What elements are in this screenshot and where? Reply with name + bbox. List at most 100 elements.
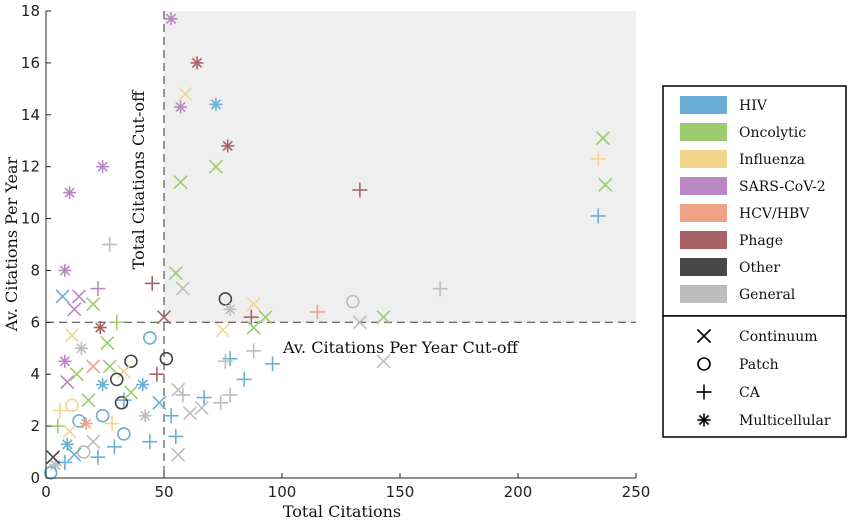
av-citations-cutoff-label: Av. Citations Per Year Cut-off xyxy=(282,338,520,357)
data-point xyxy=(64,328,80,343)
x-tick-label: 250 xyxy=(622,483,651,501)
legend-label: HIV xyxy=(739,98,768,114)
data-point xyxy=(309,304,325,320)
y-tick-label: 4 xyxy=(30,365,40,383)
legend-label: Oncolytic xyxy=(739,125,806,141)
data-point xyxy=(69,367,84,382)
data-point xyxy=(352,315,367,330)
data-point xyxy=(223,302,237,316)
legend-label: Multicellular xyxy=(739,413,831,429)
data-point xyxy=(236,371,252,387)
data-point xyxy=(168,428,184,444)
data-point xyxy=(96,160,110,174)
data-point xyxy=(595,131,611,146)
legend-swatch xyxy=(680,177,727,195)
data-point xyxy=(196,390,212,406)
data-point xyxy=(598,177,613,192)
data-point xyxy=(246,320,261,335)
data-point xyxy=(67,447,82,462)
data-point xyxy=(102,237,118,252)
data-point xyxy=(246,343,262,359)
legend-label: Influenza xyxy=(739,152,805,168)
data-point xyxy=(63,186,77,200)
y-tick-label: 16 xyxy=(21,54,40,72)
data-point xyxy=(43,466,58,480)
data-point xyxy=(168,265,183,281)
y-tick-label: 8 xyxy=(30,261,40,279)
data-point xyxy=(174,100,188,114)
data-point xyxy=(345,294,360,309)
data-point xyxy=(142,434,158,450)
data-point xyxy=(52,403,68,419)
data-point xyxy=(123,385,139,400)
data-point xyxy=(86,434,101,449)
data-point xyxy=(152,395,167,410)
data-point xyxy=(104,416,120,432)
data-point xyxy=(352,182,368,198)
data-point xyxy=(171,447,186,462)
y-tick-label: 18 xyxy=(21,2,40,20)
data-point xyxy=(175,281,190,296)
data-point xyxy=(194,400,209,416)
legend-swatch xyxy=(680,231,727,249)
data-point xyxy=(90,449,106,465)
y-axis-label: Av. Citations Per Year xyxy=(2,156,21,332)
legend-marker xyxy=(697,413,711,427)
data-point xyxy=(217,353,233,369)
plot-area xyxy=(43,11,636,480)
data-point xyxy=(215,323,231,338)
data-point xyxy=(173,175,188,190)
data-point xyxy=(72,414,86,428)
data-point xyxy=(60,437,74,451)
data-point xyxy=(90,281,106,297)
data-point xyxy=(86,297,101,312)
legend-swatch xyxy=(680,96,727,114)
data-point xyxy=(221,139,235,153)
legend-marker xyxy=(697,357,711,371)
data-point xyxy=(432,281,448,297)
y-tick-label: 14 xyxy=(21,106,40,124)
data-point xyxy=(50,418,66,434)
data-point xyxy=(96,378,110,392)
x-tick-label: 0 xyxy=(41,483,51,501)
data-point xyxy=(136,378,150,392)
legend-label: Other xyxy=(739,260,780,276)
data-point xyxy=(590,208,606,224)
data-point xyxy=(110,372,124,387)
data-point xyxy=(149,366,165,382)
legend-label: General xyxy=(739,287,796,303)
data-point xyxy=(163,408,179,424)
data-point xyxy=(159,351,174,366)
data-point xyxy=(86,359,101,374)
data-point xyxy=(74,341,88,355)
y-tick-label: 6 xyxy=(30,313,40,331)
data-point xyxy=(376,310,391,325)
x-tick-label: 100 xyxy=(268,483,297,501)
data-point xyxy=(208,159,223,174)
data-point xyxy=(106,439,122,455)
data-point xyxy=(93,321,107,335)
legend-swatch xyxy=(680,123,727,141)
data-point xyxy=(117,427,131,441)
data-point xyxy=(71,289,87,304)
x-axis-label: Total Citations xyxy=(283,502,401,520)
legend-swatch xyxy=(680,204,727,222)
data-point xyxy=(76,445,91,459)
axes: 0 50 100 150 200 250 0 2 4 6 8 10 12 14 16 18 xyxy=(21,2,650,501)
legend-swatch xyxy=(680,285,727,303)
marker-legend-box xyxy=(662,315,847,438)
data-point xyxy=(62,424,77,439)
data-point xyxy=(156,310,172,325)
legend-marker xyxy=(696,328,712,344)
data-point xyxy=(213,395,229,411)
data-point xyxy=(114,395,129,410)
data-point xyxy=(116,364,131,379)
legend-label: Continuum xyxy=(739,329,818,345)
legend-label: Patch xyxy=(739,357,779,373)
data-point xyxy=(243,309,259,325)
data-point xyxy=(144,275,160,291)
data-point xyxy=(209,97,223,111)
total-citations-cutoff-label: Total Citations Cut-off xyxy=(129,89,148,269)
data-point xyxy=(190,56,204,70)
